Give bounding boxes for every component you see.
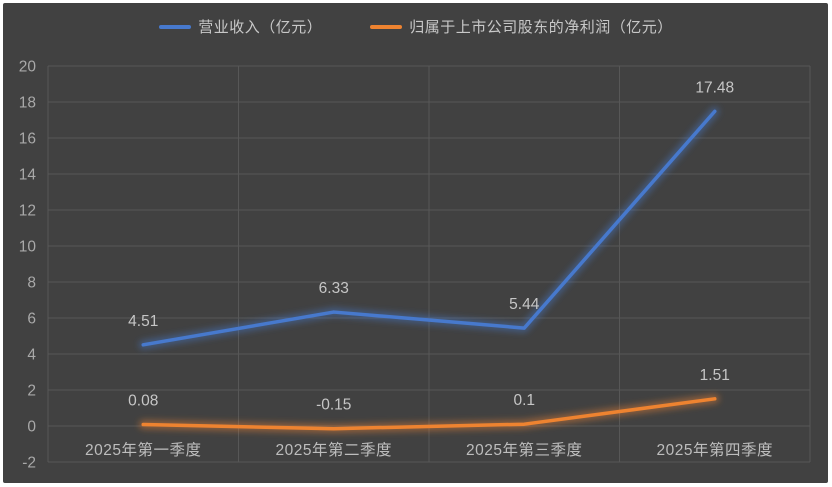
x-axis-category-label: 2025年第二季度 <box>276 441 392 459</box>
legend-label-net-profit: 归属于上市公司股东的净利润（亿元） <box>409 19 673 36</box>
data-point-label: -0.15 <box>316 397 351 414</box>
y-axis-tick-label: 10 <box>19 239 37 256</box>
y-axis-tick-label: 14 <box>19 167 37 184</box>
y-axis-tick-label: 2 <box>27 383 36 400</box>
data-point-label: 0.1 <box>513 392 535 409</box>
y-axis-tick-label: 4 <box>27 347 36 364</box>
series-line <box>141 397 717 431</box>
y-axis-tick-label: -2 <box>22 455 36 472</box>
legend: 营业收入（亿元） 归属于上市公司股东的净利润（亿元） <box>0 16 832 37</box>
net-profit-line-swatch-icon <box>370 24 403 29</box>
x-axis-category-label: 2025年第一季度 <box>85 441 201 459</box>
legend-label-revenue: 营业收入（亿元） <box>198 19 323 36</box>
revenue-line-swatch-icon <box>159 24 192 29</box>
data-point-label: 1.51 <box>700 367 730 384</box>
series-line <box>141 109 717 347</box>
y-axis-tick-label: 16 <box>19 131 36 148</box>
legend-item-revenue: 营业收入（亿元） <box>159 16 322 37</box>
data-point-label: 0.08 <box>128 393 158 410</box>
y-axis-tick-label: 18 <box>19 95 36 112</box>
y-axis-tick-label: 6 <box>27 311 36 328</box>
data-point-label: 5.44 <box>509 296 540 313</box>
y-axis-tick-label: 20 <box>19 59 37 76</box>
x-axis-category-label: 2025年第四季度 <box>657 441 773 459</box>
x-axis-category-label: 2025年第三季度 <box>466 441 582 459</box>
legend-item-net-profit: 归属于上市公司股东的净利润（亿元） <box>370 16 673 37</box>
data-point-label: 6.33 <box>319 280 349 297</box>
data-point-label: 4.51 <box>128 313 158 330</box>
y-axis-tick-label: 0 <box>27 419 36 436</box>
data-point-label: 17.48 <box>695 79 734 96</box>
y-axis-tick-label: 12 <box>19 203 36 220</box>
y-axis-tick-label: 8 <box>27 275 36 292</box>
